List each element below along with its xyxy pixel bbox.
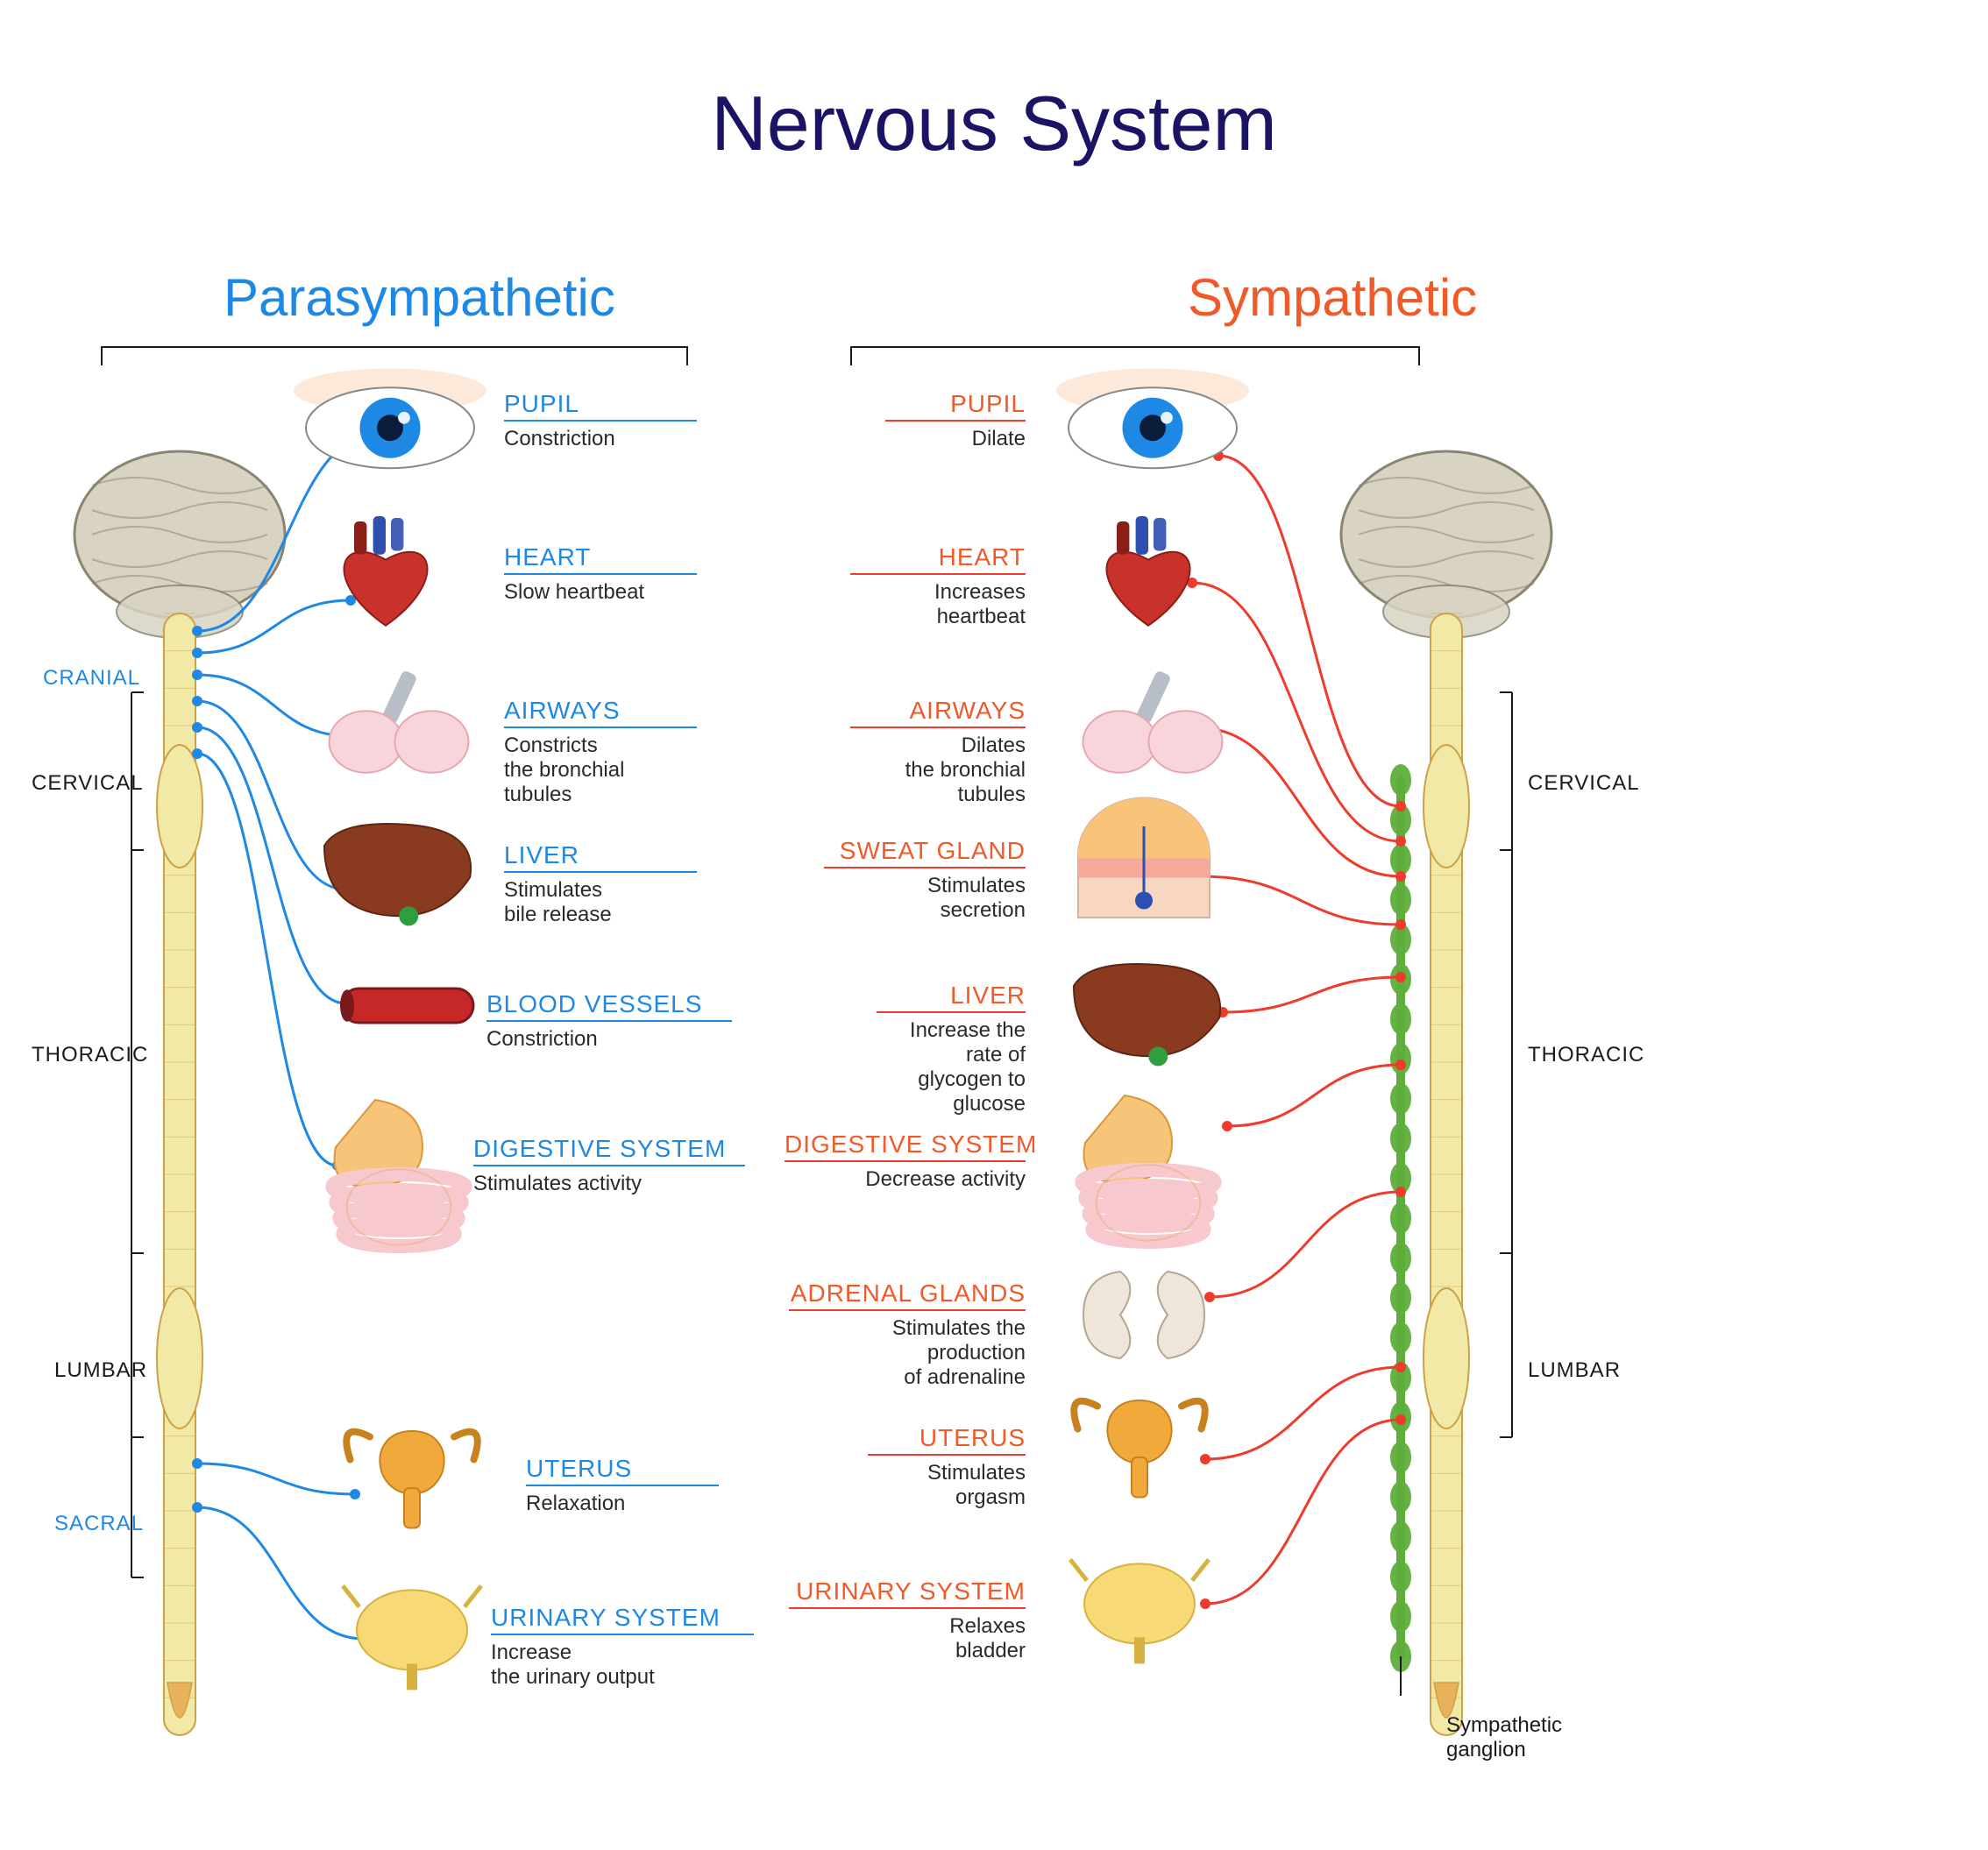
- sympathetic-svg: [0, 0, 1988, 1850]
- sympathetic-item-pupil-title: PUPIL: [885, 390, 1026, 422]
- sympathetic-item-digestive-title: DIGESTIVE SYSTEM: [785, 1131, 1026, 1162]
- sympathetic-item-digestive: DIGESTIVE SYSTEM Decrease activity: [785, 1131, 1026, 1192]
- sympathetic-item-liver: LIVER Increase the rate of glycogen to gl…: [877, 982, 1026, 1116]
- sympathetic-item-heart-desc: Increases heartbeat: [850, 580, 1026, 629]
- sympathetic-item-digestive-desc: Decrease activity: [785, 1167, 1026, 1192]
- sympathetic-item-pupil: PUPIL Dilate: [885, 390, 1026, 451]
- sympathetic-item-adrenal-title: ADRENAL GLANDS: [789, 1279, 1026, 1311]
- sympathetic-spine-label-thoracic: THORACIC: [1528, 1043, 1644, 1067]
- sympathetic-item-uterus-desc: Stimulates orgasm: [868, 1461, 1026, 1510]
- sympathetic-item-airways: AIRWAYS Dilates the bronchial tubules: [850, 697, 1026, 807]
- sympathetic-item-liver-desc: Increase the rate of glycogen to glucose: [877, 1018, 1026, 1116]
- sympathetic-item-sweat-title: SWEAT GLAND: [824, 837, 1026, 868]
- sympathetic-item-urinary: URINARY SYSTEM Relaxes bladder: [789, 1577, 1026, 1663]
- sympathetic-item-heart-title: HEART: [850, 543, 1026, 575]
- sympathetic-spine-label-lumbar: LUMBAR: [1528, 1358, 1621, 1383]
- sympathetic-item-urinary-title: URINARY SYSTEM: [789, 1577, 1026, 1609]
- sympathetic-item-sweat: SWEAT GLAND Stimulates secretion: [824, 837, 1026, 923]
- sympathetic-item-adrenal: ADRENAL GLANDS Stimulates the production …: [789, 1279, 1026, 1390]
- ganglion-label: Sympathetic ganglion: [1446, 1713, 1562, 1762]
- sympathetic-item-uterus-title: UTERUS: [868, 1424, 1026, 1456]
- sympathetic-spine-label-cervical: CERVICAL: [1528, 771, 1640, 796]
- sympathetic-item-pupil-desc: Dilate: [885, 427, 1026, 451]
- sympathetic-item-uterus: UTERUS Stimulates orgasm: [868, 1424, 1026, 1510]
- sympathetic-item-liver-title: LIVER: [877, 982, 1026, 1013]
- sympathetic-item-adrenal-desc: Stimulates the production of adrenaline: [789, 1316, 1026, 1390]
- sympathetic-item-airways-desc: Dilates the bronchial tubules: [850, 734, 1026, 807]
- sympathetic-item-airways-title: AIRWAYS: [850, 697, 1026, 728]
- sympathetic-item-heart: HEART Increases heartbeat: [850, 543, 1026, 629]
- sympathetic-item-urinary-desc: Relaxes bladder: [789, 1614, 1026, 1663]
- sympathetic-item-sweat-desc: Stimulates secretion: [824, 874, 1026, 923]
